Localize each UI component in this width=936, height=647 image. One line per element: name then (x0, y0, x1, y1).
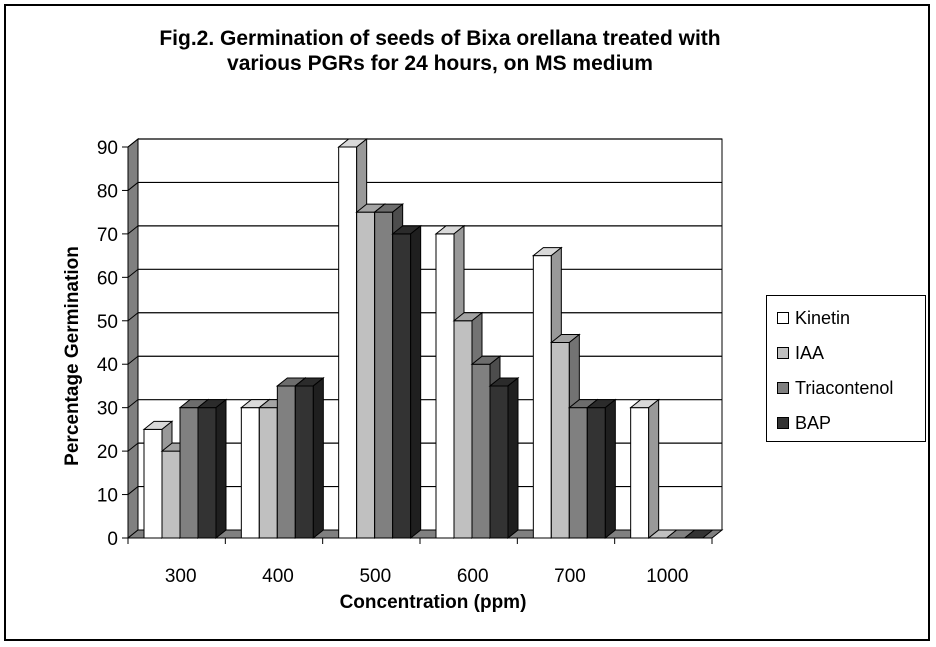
bar-bap-600 (488, 376, 520, 540)
bar-front (471, 363, 491, 539)
bar-front (161, 450, 181, 539)
legend: Kinetin IAA Triacontenol BAP (766, 295, 926, 442)
gridline-side (127, 182, 139, 191)
y-tick-label: 90 (97, 138, 118, 159)
bar-front (532, 255, 552, 539)
bar-front (356, 211, 376, 539)
y-tick-label: 60 (97, 268, 118, 289)
gridline-side (127, 355, 139, 365)
y-tick-label: 40 (97, 355, 118, 376)
bar-kinetin-1000 (629, 398, 661, 540)
bar-bap-500 (391, 224, 423, 540)
bar-bap-700 (585, 398, 617, 540)
x-tick-label: 600 (457, 566, 489, 587)
legend-swatch (777, 312, 789, 324)
gridline-side (127, 268, 139, 278)
y-tick-label: 0 (107, 529, 118, 550)
y-tick-label: 20 (97, 442, 118, 463)
legend-item-bap: BAP (777, 411, 831, 435)
x-tick-label: 300 (165, 566, 197, 587)
bar-front (550, 342, 570, 539)
side-wall (127, 137, 139, 540)
bar-side (648, 398, 660, 540)
legend-swatch (777, 347, 789, 359)
bar-front (568, 407, 588, 539)
bar-front (258, 407, 278, 539)
bar-front (240, 407, 260, 539)
y-axis-title: Percentage Germination (62, 246, 83, 466)
gridlines (127, 138, 722, 495)
chart-title: Fig.2. Germination of seeds of Bixa orel… (60, 26, 820, 76)
gridline-side (127, 312, 139, 322)
bar-side (604, 398, 616, 540)
x-tick-label: 700 (554, 566, 586, 587)
legend-label: Triacontenol (795, 377, 894, 398)
bar-front (276, 385, 296, 539)
bar-side (410, 224, 422, 540)
legend-item-kinetin: Kinetin (777, 306, 850, 330)
x-axis-title: Concentration (ppm) (340, 592, 527, 613)
bar-side (215, 398, 227, 540)
bar-front (630, 407, 650, 539)
x-tick-label: 400 (262, 566, 294, 587)
y-tick-label: 70 (97, 225, 118, 246)
bar-bap-400 (293, 376, 325, 540)
y-tick-label: 10 (97, 486, 118, 507)
bar-front (392, 233, 412, 539)
legend-label: Kinetin (795, 307, 851, 328)
bar-front (489, 385, 509, 539)
legend-item-iaa: IAA (777, 341, 824, 365)
gridline-side (127, 486, 139, 495)
bar-side (507, 376, 519, 540)
bar-front (435, 233, 455, 539)
x-axis-ticks: 300 400 500 600 700 1000 (127, 537, 713, 587)
gridline-side (127, 399, 139, 409)
legend-label: BAP (795, 412, 832, 433)
gridline-side (127, 138, 139, 148)
x-tick-label: 500 (359, 566, 391, 587)
bar-front (197, 407, 217, 539)
bar-side (312, 376, 324, 540)
bar-bap-300 (196, 398, 228, 540)
bar-front (374, 211, 394, 539)
bar-front (179, 407, 199, 539)
bar-front (294, 385, 314, 539)
bar-front (143, 428, 163, 539)
legend-label: IAA (795, 342, 825, 363)
x-tick-label: 1000 (646, 566, 688, 587)
y-axis-ticks: 0 10 20 30 40 50 60 70 80 90 (97, 138, 129, 550)
gridline-side (127, 442, 139, 452)
gridline-side (127, 225, 139, 235)
chart-title-line-2: various PGRs for 24 hours, on MS medium (227, 52, 653, 75)
legend-item-triacontenol: Triacontenol (777, 376, 893, 400)
legend-swatch (777, 382, 789, 394)
legend-swatch (777, 417, 789, 429)
chart-title-line-1: Fig.2. Germination of seeds of Bixa orel… (159, 27, 721, 50)
y-tick-label: 50 (97, 312, 118, 333)
bar-front (338, 146, 358, 539)
bars (142, 137, 715, 540)
bar-front (453, 320, 473, 539)
bar-front (586, 407, 606, 539)
y-tick-label: 80 (97, 181, 118, 202)
y-tick-label: 30 (97, 399, 118, 420)
